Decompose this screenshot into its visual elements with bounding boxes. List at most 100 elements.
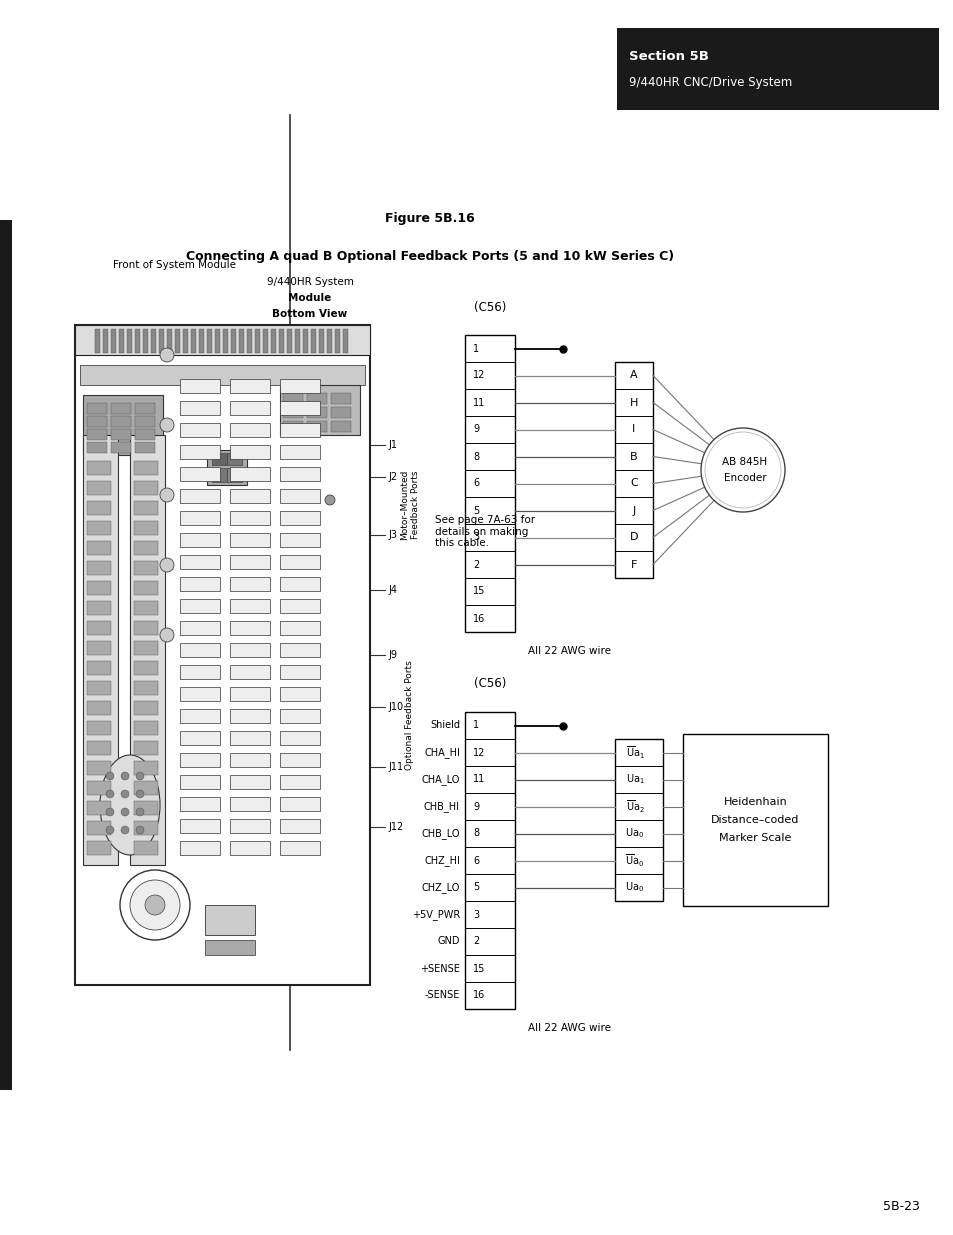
Text: 16: 16 xyxy=(473,614,485,624)
Bar xyxy=(230,424,270,437)
Bar xyxy=(133,761,158,776)
Text: Bottom View: Bottom View xyxy=(273,309,347,319)
Text: F: F xyxy=(630,559,637,569)
Bar xyxy=(167,329,172,353)
Bar xyxy=(230,643,270,657)
Circle shape xyxy=(121,808,129,816)
Bar xyxy=(180,731,220,745)
Text: 1: 1 xyxy=(473,343,478,353)
Bar xyxy=(87,501,111,515)
Bar xyxy=(180,467,220,480)
Bar xyxy=(174,329,180,353)
Bar xyxy=(230,841,270,855)
Bar xyxy=(133,541,158,555)
Bar xyxy=(83,395,163,454)
Bar xyxy=(327,329,332,353)
Bar xyxy=(180,753,220,767)
Text: CHZ_HI: CHZ_HI xyxy=(424,855,459,866)
Bar xyxy=(294,329,299,353)
Text: 9/440HR System: 9/440HR System xyxy=(266,277,353,287)
Bar xyxy=(271,329,275,353)
Text: J: J xyxy=(632,505,635,515)
Bar xyxy=(87,741,111,755)
Bar xyxy=(230,534,270,547)
Bar xyxy=(87,580,111,595)
Circle shape xyxy=(106,826,113,834)
Bar xyxy=(87,621,111,635)
Bar xyxy=(280,599,319,613)
Bar xyxy=(180,445,220,459)
Bar xyxy=(280,489,319,503)
Bar xyxy=(133,580,158,595)
Bar xyxy=(133,480,158,495)
Bar xyxy=(212,468,227,482)
Bar xyxy=(280,379,319,393)
Bar xyxy=(180,621,220,635)
Bar xyxy=(180,643,220,657)
Text: CHA_LO: CHA_LO xyxy=(421,774,459,785)
Circle shape xyxy=(160,629,173,642)
Text: $\mathrm{U}\mathrm{a}_{0}$: $\mathrm{U}\mathrm{a}_{0}$ xyxy=(625,881,644,894)
Bar xyxy=(133,781,158,795)
Bar xyxy=(280,797,319,811)
Bar xyxy=(180,776,220,789)
Circle shape xyxy=(121,790,129,798)
Text: $\overline{\mathrm{U}}$$\mathrm{a}_{0}$: $\overline{\mathrm{U}}$$\mathrm{a}_{0}$ xyxy=(625,852,644,868)
Bar xyxy=(87,429,107,440)
Bar xyxy=(230,621,270,635)
Bar xyxy=(263,329,268,353)
Bar xyxy=(133,501,158,515)
Text: 2: 2 xyxy=(473,559,478,569)
Text: CHB_HI: CHB_HI xyxy=(423,802,459,811)
Circle shape xyxy=(700,429,784,513)
Bar xyxy=(247,329,252,353)
Bar xyxy=(135,429,154,440)
Bar xyxy=(87,461,111,475)
Text: Marker Scale: Marker Scale xyxy=(719,832,791,844)
Bar xyxy=(133,621,158,635)
Bar xyxy=(133,641,158,655)
Circle shape xyxy=(106,790,113,798)
Text: 15: 15 xyxy=(473,587,485,597)
Bar xyxy=(280,709,319,722)
Bar xyxy=(682,734,827,906)
Bar xyxy=(280,819,319,832)
Bar xyxy=(280,577,319,592)
Bar xyxy=(191,329,195,353)
Text: 12: 12 xyxy=(473,370,485,380)
Bar xyxy=(207,329,212,353)
Bar xyxy=(180,687,220,701)
Bar xyxy=(280,776,319,789)
Bar xyxy=(303,329,308,353)
Circle shape xyxy=(121,772,129,781)
Bar xyxy=(180,841,220,855)
Text: 8: 8 xyxy=(473,829,478,839)
Bar xyxy=(180,511,220,525)
Text: J9: J9 xyxy=(388,650,396,659)
Text: 11: 11 xyxy=(473,398,485,408)
Text: 9/440HR CNC/Drive System: 9/440HR CNC/Drive System xyxy=(628,77,791,89)
Text: J3: J3 xyxy=(388,530,396,540)
Text: +SENSE: +SENSE xyxy=(419,963,459,973)
Text: A: A xyxy=(630,370,638,380)
Bar xyxy=(75,325,370,354)
Bar xyxy=(130,435,165,864)
Bar xyxy=(133,841,158,855)
Text: 3: 3 xyxy=(473,532,478,542)
Text: J1: J1 xyxy=(388,440,396,450)
Circle shape xyxy=(130,881,180,930)
Bar xyxy=(180,599,220,613)
Bar xyxy=(180,534,220,547)
Bar xyxy=(75,325,370,986)
Circle shape xyxy=(160,558,173,572)
Text: 15: 15 xyxy=(473,963,485,973)
Bar xyxy=(280,445,319,459)
Bar xyxy=(87,701,111,715)
Bar xyxy=(180,709,220,722)
Bar xyxy=(80,366,365,385)
Text: B: B xyxy=(630,452,638,462)
Bar xyxy=(87,661,111,676)
Bar xyxy=(133,461,158,475)
Circle shape xyxy=(121,826,129,834)
Bar xyxy=(133,701,158,715)
